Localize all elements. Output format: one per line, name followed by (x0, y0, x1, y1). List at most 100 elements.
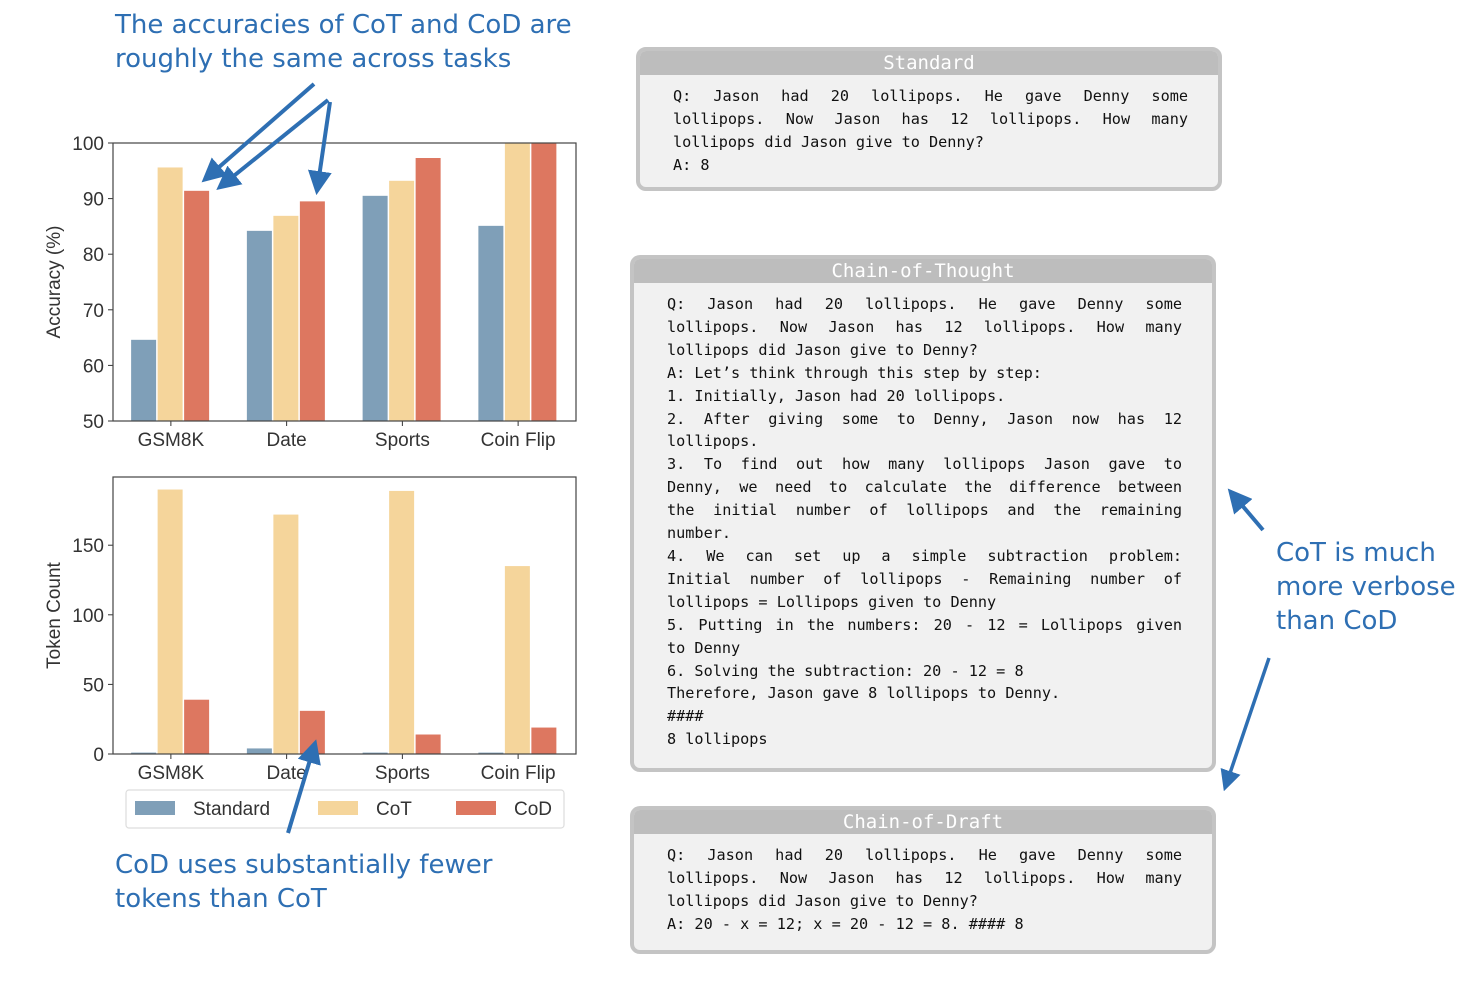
token-count-chart: GSM8K Date Sports Coin Flip 0 50 100 150 Token C… (44, 476, 577, 784)
y-tick-label: 90 (83, 190, 104, 211)
bar (478, 752, 504, 754)
bar (246, 230, 272, 421)
y-axis-label: Accuracy (%) (44, 226, 65, 339)
text-line: number. (667, 524, 732, 543)
bar (504, 566, 530, 754)
text-line: lollipops. (667, 432, 759, 451)
text-line: Q: Jason had 20 lollipops. He gave Denny… (667, 846, 1182, 864)
x-tick-label: Sports (375, 430, 430, 451)
bar (131, 339, 157, 421)
bar (184, 699, 210, 754)
bar (415, 158, 441, 421)
y-tick-label: 150 (72, 536, 104, 557)
box-body: Q: Jason had 20 lollipops. He gave Denny… (634, 283, 1212, 751)
text-line: 1. Initially, Jason had 20 lollipops. (667, 386, 1006, 405)
legend-swatch (456, 801, 496, 815)
text-line: 8 lollipops (667, 730, 768, 749)
bar (531, 143, 557, 421)
x-tick-label: Date (267, 763, 307, 784)
bar (299, 201, 325, 421)
bar (157, 489, 183, 754)
y-tick-label: 50 (83, 412, 104, 433)
bar (273, 514, 299, 754)
y-tick-label: 0 (93, 745, 104, 766)
box-body: Q: Jason had 20 lollipops. He gave Denny… (634, 834, 1212, 936)
box-title: Chain-of-Thought (634, 259, 1212, 283)
arrow-icon (1220, 657, 1271, 792)
y-tick-label: 80 (83, 245, 104, 266)
legend-label: CoT (376, 799, 412, 820)
x-tick-label: Date (267, 430, 307, 451)
y-axis-label: Token Count (44, 561, 65, 668)
legend-swatch (135, 801, 175, 815)
bar (131, 752, 157, 754)
text-line: A: 8 (673, 155, 710, 174)
bar (389, 490, 415, 754)
y-tick-label: 60 (83, 356, 104, 377)
chart-legend: Standard CoT CoD (125, 789, 565, 829)
x-tick-label: Coin Flip (481, 763, 556, 784)
text-line: Q: Jason had 20 lollipops. He gave Denny… (673, 87, 1188, 105)
accuracy-chart: GSM8K Date Sports Coin Flip 50 60 70 80 90 100 Acc… (44, 134, 577, 451)
text-line: #### (667, 707, 704, 726)
text-line: A: Let’s think through this step by step… (667, 363, 1042, 382)
legend-label: CoD (514, 799, 552, 820)
x-tick-label: Sports (375, 763, 430, 784)
text-line: Denny, we need to calculate the differen… (667, 478, 1182, 497)
y-tick-label: 100 (72, 606, 104, 627)
arrow-icon (307, 101, 332, 196)
text-line: lollipops. Now Jason has 12 lollipops. H… (667, 317, 1182, 336)
box-title: Chain-of-Draft (634, 810, 1212, 834)
legend-label: Standard (193, 799, 270, 820)
text-line: 2. After giving some to Denny, Jason now… (667, 409, 1182, 428)
x-tick-label: GSM8K (138, 430, 205, 451)
x-tick-label: Coin Flip (481, 430, 556, 451)
bar (415, 734, 441, 754)
annotation-arrows (201, 82, 1271, 834)
x-tick-label: GSM8K (138, 763, 205, 784)
bar (157, 167, 183, 421)
arrow-icon (216, 98, 330, 191)
bar (478, 225, 504, 421)
standard-prompt-box: Standard Q: Jason had 20 lollipops. He g… (636, 47, 1222, 191)
bar (504, 143, 530, 421)
y-tick-label: 50 (83, 675, 104, 696)
text-line: lollipops did Jason give to Denny? (667, 891, 978, 910)
arrow-icon (201, 82, 316, 183)
arrow-icon (286, 739, 321, 834)
chain-of-draft-box: Chain-of-Draft Q: Jason had 20 lollipops… (630, 806, 1216, 954)
text-line: lollipops did Jason give to Denny? (673, 132, 984, 151)
text-line: the initial number of lollipops and the … (667, 501, 1182, 520)
bar (362, 752, 388, 754)
annotation-accuracy: The accuracies of CoT and CoD are roughl… (115, 10, 572, 74)
bar (531, 727, 557, 754)
bar (362, 195, 388, 421)
text-line: to Denny (667, 638, 741, 657)
text-line: 4. We can set up a simple subtraction pr… (667, 546, 1182, 565)
annotation-tokens: CoD uses substantially fewer tokens than… (115, 850, 493, 914)
text-line: 3. To find out how many lollipops Jason … (667, 455, 1182, 474)
bar (389, 180, 415, 421)
text-line: Initial number of lollipops - Remaining … (667, 569, 1182, 588)
text-line: 5. Putting in the numbers: 20 - 12 = Lol… (667, 615, 1182, 634)
y-tick-label: 100 (72, 134, 104, 155)
bar (184, 190, 210, 421)
bar (246, 748, 272, 754)
chain-of-thought-box: Chain-of-Thought Q: Jason had 20 lollipo… (630, 255, 1216, 772)
bar (273, 215, 299, 421)
text-line: lollipops. Now Jason has 12 lollipops. H… (673, 109, 1188, 128)
y-tick-label: 70 (83, 301, 104, 322)
text-line: A: 20 - x = 12; x = 20 - 12 = 8. #### 8 (667, 914, 1024, 933)
annotation-verbosity: CoT is much more verbose than CoD (1276, 538, 1456, 636)
text-line: lollipops. Now Jason has 12 lollipops. H… (667, 868, 1182, 887)
bar (299, 710, 325, 754)
text-line: lollipops = Lollipops given to Denny (667, 592, 997, 611)
text-line: Q: Jason had 20 lollipops. He gave Denny… (667, 295, 1182, 313)
box-title: Standard (640, 51, 1218, 75)
text-line: Therefore, Jason gave 8 lollipops to Den… (667, 684, 1061, 703)
legend-swatch (318, 801, 358, 815)
arrow-icon (1227, 488, 1265, 532)
text-line: 6. Solving the subtraction: 20 - 12 = 8 (667, 661, 1024, 680)
text-line: lollipops did Jason give to Denny? (667, 340, 978, 359)
